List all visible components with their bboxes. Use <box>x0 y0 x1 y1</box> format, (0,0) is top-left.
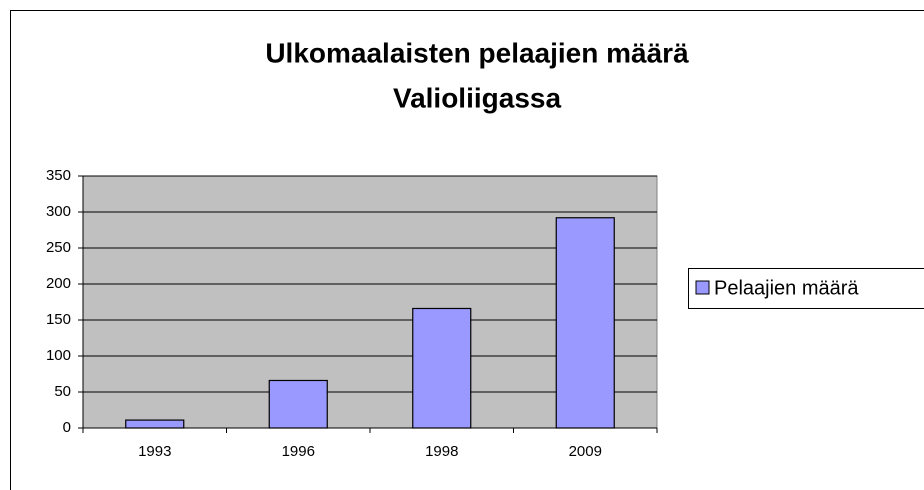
y-tick-label: 100 <box>46 347 71 364</box>
y-tick-label: 50 <box>54 383 71 400</box>
legend-box <box>688 268 924 309</box>
bar <box>412 307 472 429</box>
y-tick-label: 350 <box>46 167 71 184</box>
bar <box>268 379 328 429</box>
x-tick-label: 1993 <box>138 443 171 460</box>
chart-title: Valioliigassa <box>393 82 562 113</box>
legend-label: Pelaajien määrä <box>714 277 859 299</box>
y-tick-label: 150 <box>46 311 71 328</box>
y-tick-label: 200 <box>46 275 71 292</box>
y-tick-label: 300 <box>46 203 71 220</box>
x-tick-label: 1998 <box>425 443 458 460</box>
bar <box>555 217 615 429</box>
y-tick-label: 0 <box>63 419 71 436</box>
x-tick-label: 1996 <box>282 443 315 460</box>
chart-title: Ulkomaalaisten pelaajien määrä <box>265 37 689 68</box>
legend-swatch <box>695 280 710 295</box>
bar <box>125 419 185 429</box>
y-tick-label: 250 <box>46 239 71 256</box>
x-tick-label: 2009 <box>569 443 602 460</box>
